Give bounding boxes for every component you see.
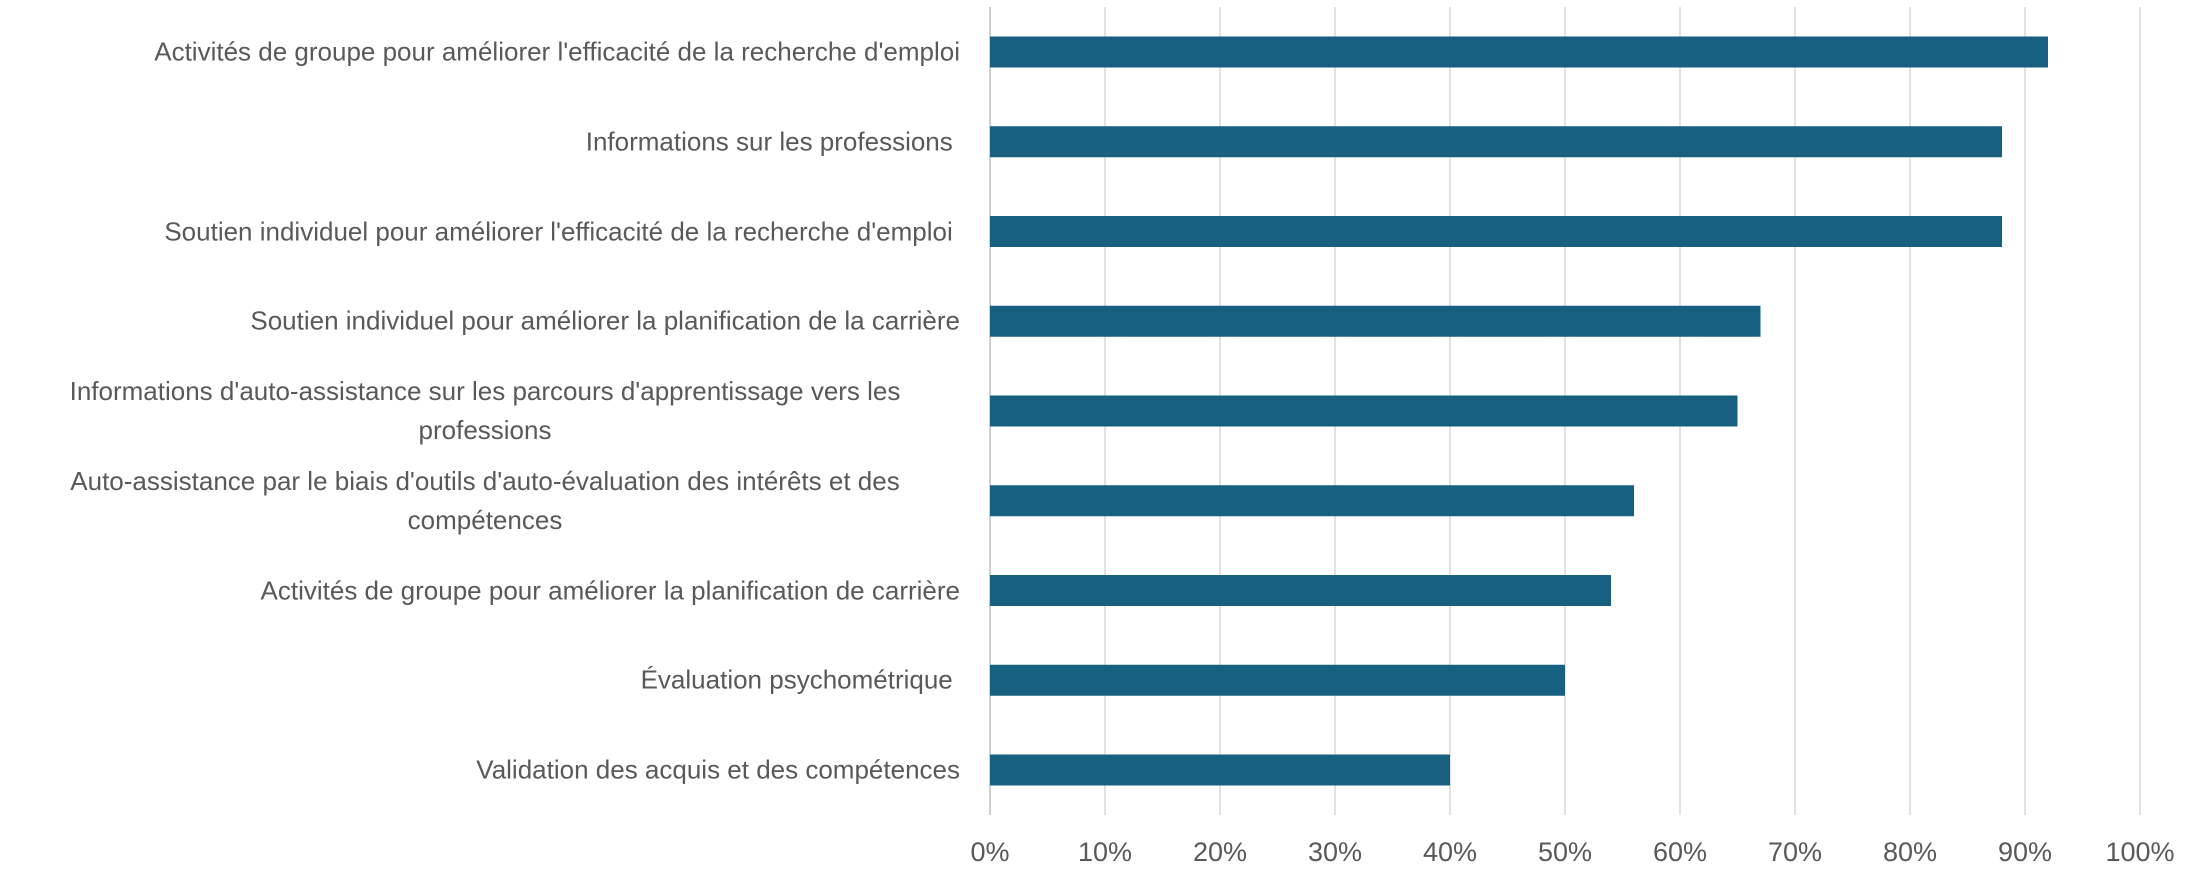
y-tick-label: Activités de groupe pour améliorer la pl… [260, 575, 960, 605]
bar [990, 36, 2048, 68]
y-tick-label: Activités de groupe pour améliorer l'eff… [154, 36, 960, 67]
x-tick-label: 70% [1768, 837, 1822, 867]
bar [990, 395, 1738, 427]
y-tick-label-box: Validation des acquis et des compétences [476, 751, 960, 790]
bar [990, 126, 2002, 158]
x-tick-label: 0% [970, 837, 1009, 867]
x-tick-label: 40% [1423, 837, 1477, 867]
y-tick-label-box: Informations d'auto-assistance sur les p… [10, 372, 960, 450]
bar [990, 664, 1565, 696]
x-tick-label: 100% [2105, 837, 2174, 867]
y-tick-label: Soutien individuel pour améliorer la pla… [250, 305, 960, 336]
y-tick-label-box: Soutien individuel pour améliorer la pla… [250, 302, 960, 341]
bar [990, 575, 1611, 606]
y-tick-label: Soutien individuel pour améliorer l'effi… [164, 216, 960, 246]
y-tick-label-box: Auto-assistance par le biais d'outils d'… [10, 462, 960, 540]
y-tick-label-box: Activités de groupe pour améliorer l'eff… [154, 33, 960, 72]
x-tick-label: 10% [1078, 837, 1132, 867]
x-tick-label: 30% [1308, 837, 1362, 867]
bar [990, 305, 1761, 337]
x-tick-label: 90% [1998, 837, 2052, 867]
y-tick-label-box: Informations sur les professions [586, 122, 960, 161]
y-tick-label: Auto-assistance par le biais d'outils d'… [70, 465, 907, 535]
bar [990, 485, 1634, 517]
x-tick-label: 50% [1538, 837, 1592, 867]
y-tick-label: Informations sur les professions [585, 126, 960, 157]
x-tick-label: 20% [1193, 837, 1247, 867]
bar [990, 754, 1450, 786]
x-tick-label: 60% [1653, 837, 1707, 867]
y-tick-label: Validation des acquis et des compétences [476, 754, 960, 785]
y-tick-label-box: Évaluation psychométrique [641, 661, 960, 700]
y-tick-label-box: Soutien individuel pour améliorer l'effi… [164, 212, 960, 251]
y-tick-label: Évaluation psychométrique [640, 664, 960, 695]
y-tick-label: Informations d'auto-assistance sur les p… [69, 376, 908, 445]
x-tick-label: 80% [1883, 837, 1937, 867]
y-tick-label-box: Activités de groupe pour améliorer la pl… [261, 571, 960, 610]
bar [990, 216, 2002, 247]
